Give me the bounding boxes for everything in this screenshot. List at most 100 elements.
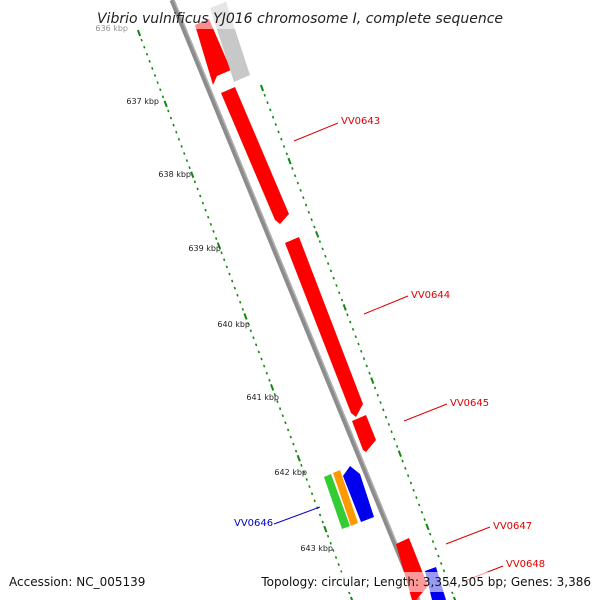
minor-tick-mark: [276, 400, 279, 403]
gene-label-vv0644[interactable]: VV0644: [411, 290, 450, 301]
major-tick-mark: [136, 29, 142, 37]
minor-tick-mark: [329, 269, 333, 273]
minor-tick-mark: [304, 203, 308, 207]
minor-tick-mark: [318, 240, 322, 243]
gene-vv0646-orange[interactable]: [333, 470, 358, 526]
minor-tick-mark: [335, 284, 338, 287]
minor-tick-mark: [326, 262, 330, 265]
topology-text: Topology: circular; Length: 3,354,505 bp…: [260, 575, 591, 589]
minor-tick-mark: [153, 74, 157, 77]
minor-tick-mark: [415, 496, 418, 499]
minor-tick-mark: [212, 230, 215, 233]
minor-tick-mark: [307, 210, 311, 214]
minor-tick-mark: [241, 307, 245, 311]
minor-tick-mark: [180, 145, 183, 148]
minor-tick-mark: [365, 364, 368, 368]
minor-tick-mark: [346, 313, 349, 317]
tick-label: 639 kbp: [188, 244, 221, 253]
minor-tick-mark: [302, 471, 306, 474]
minor-tick-mark: [201, 201, 205, 205]
major-tick-mark: [296, 454, 301, 462]
minor-tick-mark: [175, 130, 178, 134]
minor-tick-mark: [282, 145, 286, 148]
major-tick-mark: [452, 596, 457, 600]
gene-vv0645[interactable]: [352, 415, 376, 452]
gene-vv0642[interactable]: [195, 19, 231, 85]
gene-label-leaders: [273, 122, 504, 583]
tick-label: 640 kbp: [217, 320, 250, 329]
minor-tick-mark: [260, 357, 263, 361]
minor-tick-mark: [148, 59, 151, 63]
minor-tick-mark: [281, 414, 284, 418]
minor-tick-mark: [291, 167, 294, 170]
minor-tick-mark: [348, 591, 351, 595]
major-tick-mark: [397, 450, 402, 458]
chromosome-backbone: [169, 0, 421, 600]
minor-tick-mark: [228, 272, 231, 276]
minor-tick-mark: [321, 247, 324, 251]
minor-tick-mark: [223, 258, 226, 262]
minor-tick-mark: [207, 215, 210, 219]
minor-tick-mark: [183, 152, 186, 155]
minor-tick-mark: [412, 488, 415, 492]
minor-tick-mark: [357, 342, 360, 346]
gene-labels: VV0643 VV0644 VV0645 VV0646 VV0647 VV064…: [234, 116, 545, 570]
minor-tick-mark: [310, 492, 314, 496]
gene-label-vv0647[interactable]: VV0647: [493, 521, 532, 532]
minor-tick-mark: [299, 189, 302, 192]
minor-tick-mark: [177, 137, 181, 141]
major-tick-mark: [425, 523, 430, 531]
minor-tick-mark: [285, 152, 288, 156]
minor-tick-mark: [143, 45, 146, 49]
minor-tick-mark: [440, 562, 443, 565]
map-title: Vibrio vulnificus YJ016 chromosome I, co…: [97, 11, 503, 27]
gene-label-vv0645[interactable]: VV0645: [450, 398, 489, 409]
minor-tick-mark: [337, 563, 340, 566]
minor-tick-mark: [274, 123, 277, 126]
minor-tick-mark: [151, 67, 154, 70]
minor-tick-mark: [417, 503, 421, 507]
tick-label: 641 kbp: [246, 393, 279, 402]
minor-tick-mark: [340, 298, 344, 302]
minor-tick-mark: [269, 108, 272, 112]
major-tick-mark: [270, 384, 275, 391]
minor-tick-mark: [431, 540, 435, 543]
minor-tick-mark: [231, 279, 234, 283]
minor-tick-mark: [318, 513, 322, 517]
minor-tick-mark: [334, 556, 338, 559]
gene-vv0646-blue[interactable]: [343, 466, 374, 522]
tick-labels: 636 kbp 637 kbp 638 kbp 639 kbp 640 kbp …: [95, 24, 333, 553]
minor-tick-mark: [406, 474, 410, 478]
gene-vv0644[interactable]: [285, 237, 363, 417]
major-tick-mark: [243, 313, 248, 320]
minor-tick-mark: [390, 430, 393, 434]
minor-tick-mark: [225, 265, 229, 269]
minor-tick-mark: [289, 435, 292, 439]
minor-tick-mark: [387, 423, 391, 426]
minor-tick-mark: [332, 276, 335, 280]
minor-tick-mark: [167, 109, 170, 113]
gene-vv0643[interactable]: [221, 87, 289, 224]
minor-tick-mark: [302, 196, 305, 200]
minor-tick-mark: [429, 532, 432, 536]
gene-label-vv0643[interactable]: VV0643: [341, 116, 380, 127]
gene-label-vv0646[interactable]: VV0646: [234, 518, 273, 529]
major-tick-mark: [216, 242, 221, 249]
minor-tick-mark: [278, 407, 282, 411]
minor-tick-mark: [401, 459, 404, 463]
minor-tick-mark: [185, 159, 189, 162]
minor-tick-mark: [284, 421, 287, 425]
minor-tick-mark: [293, 174, 297, 178]
minor-tick-mark: [308, 485, 311, 488]
tick-label: 643 kbp: [300, 544, 333, 553]
minor-tick-mark: [354, 335, 357, 339]
minor-tick-mark: [169, 116, 173, 120]
minor-tick-mark: [326, 534, 330, 538]
minor-tick-mark: [215, 237, 218, 240]
gene-label-vv0648[interactable]: VV0648: [506, 559, 545, 570]
minor-tick-mark: [437, 554, 440, 558]
gene-vv0646-green[interactable]: [324, 474, 350, 529]
minor-tick-mark: [263, 93, 266, 97]
minor-tick-mark: [266, 101, 269, 105]
minor-tick-mark: [310, 218, 313, 222]
